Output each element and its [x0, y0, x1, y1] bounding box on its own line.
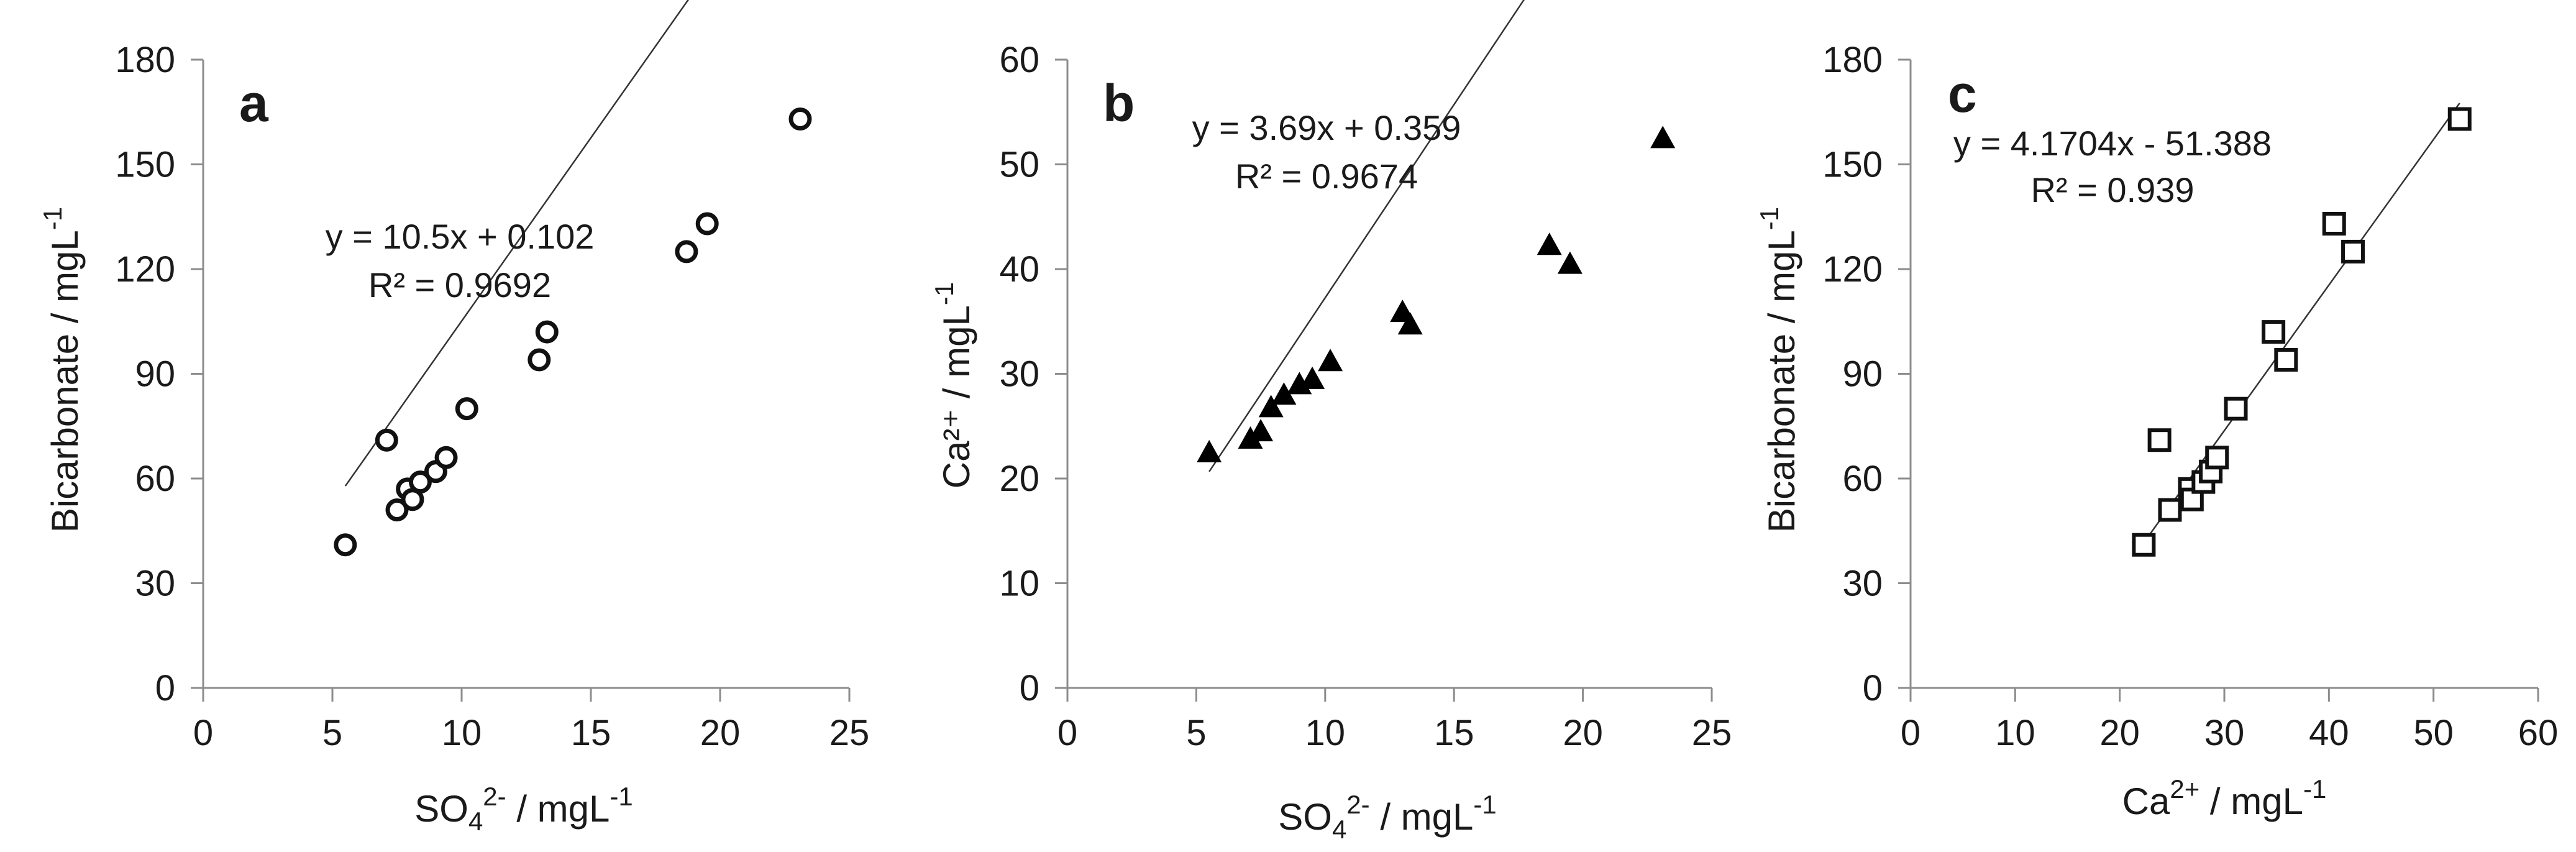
panel-c-label: c: [1948, 65, 1977, 123]
panel-a-x-tick-label: 10: [442, 713, 482, 753]
panel-a-y-tick-label: 60: [135, 459, 175, 499]
panel-b-y-tick-label: 20: [999, 459, 1039, 499]
panel-b-trendline: [1208, 0, 1525, 472]
panel-a-y-tick-label: 120: [115, 249, 175, 290]
panel-b-y-tick-label: 40: [999, 249, 1039, 290]
panel-c-data-point: [2224, 396, 2248, 421]
panel-c-marks: 0 10 20 30 40 50 60 0 30 60 90 120 150 180: [1822, 40, 2558, 753]
panel-c-data-point: [2158, 498, 2182, 522]
panel-c-data-point: [2274, 348, 2298, 372]
panel-c-data-point: [2205, 446, 2229, 470]
panel-b-data-point: [1248, 419, 1274, 442]
panel-c-data-point: [2341, 239, 2365, 263]
panel-c-x-tick-label: 10: [1995, 713, 2035, 753]
panel-a-data-point: [455, 397, 478, 421]
panel-a-label: a: [239, 74, 269, 132]
panel-a-trendline: [344, 0, 689, 487]
panel-b-data-point: [1650, 126, 1676, 149]
panel-a-equation: y = 10.5x + 0.102: [326, 217, 595, 256]
panel-a-xlabel: SO42- / mgL-1: [414, 782, 633, 836]
panel-a-data-point: [528, 348, 551, 372]
panel-a-data-point: [695, 212, 719, 236]
panel-b-data-point: [1397, 312, 1423, 335]
panel-a-y-tick-label: 30: [135, 564, 175, 604]
panel-b-x-tick-label: 10: [1305, 713, 1346, 753]
panel-c-y-tick-label: 180: [1822, 40, 1883, 80]
panel-b-x-tick-label: 5: [1186, 713, 1206, 753]
panel-c-y-tick-label: 120: [1822, 249, 1883, 290]
panel-a-x-tick-label: 0: [193, 713, 213, 753]
panel-b-data-point: [1238, 426, 1263, 449]
panel-b-x-tick-label: 25: [1692, 713, 1732, 753]
panel-b-data-point: [1258, 395, 1284, 418]
panel-b-data-point: [1318, 349, 1343, 372]
panel-a-marks: 0 5 10 15 20 25 0 30 60 90 120 150 180: [115, 0, 869, 753]
panel-c-data-point: [2322, 211, 2346, 236]
panel-b: 0 5 10 15 20 25 0 10 20 30 40 50 60 b y = 3.69x + 0.…: [929, 0, 1732, 844]
panel-a-r2: R² = 0.9692: [368, 265, 551, 305]
panel-a: 0 5 10 15 20 25 0 30 60 90 120 150 180 a y = 10.5x +…: [38, 0, 869, 836]
panel-a-data-point: [385, 498, 409, 522]
panel-a-x-tick-label: 5: [322, 713, 342, 753]
panel-a-data-point: [535, 320, 559, 344]
panel-c-y-tick-label: 0: [1863, 668, 1883, 708]
panel-b-y-tick-label: 60: [999, 40, 1039, 80]
panel-a-data-point: [334, 533, 357, 557]
panel-c-ylabel: Bicarbonate / mgL-1: [1755, 207, 1802, 533]
panel-c-x-tick-label: 20: [2099, 713, 2140, 753]
panel-b-ylabel: Ca²⁺ / mgL-1: [929, 282, 977, 488]
panel-b-x-tick-label: 20: [1563, 713, 1603, 753]
panel-c-x-tick-label: 50: [2413, 713, 2454, 753]
panel-b-y-tick-label: 10: [999, 564, 1039, 604]
panel-c-x-tick-label: 40: [2309, 713, 2349, 753]
panel-a-x-tick-label: 15: [571, 713, 611, 753]
panel-b-y-tick-label: 30: [999, 354, 1039, 395]
panel-c-x-tick-label: 0: [1901, 713, 1921, 753]
panel-b-label: b: [1103, 74, 1135, 132]
panel-b-data-point: [1300, 366, 1325, 389]
panel-a-x-tick-label: 25: [829, 713, 870, 753]
panel-a-x-tick-label: 20: [700, 713, 741, 753]
panel-a-data-point: [375, 428, 398, 452]
panel-c-y-tick-label: 90: [1842, 354, 1883, 395]
panel-b-y-tick-label: 0: [1020, 668, 1039, 708]
panel-c-data-point: [2447, 107, 2472, 131]
panel-c-trendline: [2143, 103, 2460, 544]
panel-b-y-tick-label: 50: [999, 145, 1039, 185]
panel-c-y-tick-label: 60: [1842, 459, 1883, 499]
panel-c-x-tick-label: 60: [2518, 713, 2559, 753]
panel-b-marks: 0 5 10 15 20 25 0 10 20 30 40 50 60: [999, 0, 1732, 753]
panel-c-r2: R² = 0.939: [2030, 170, 2194, 209]
panel-a-ylabel: Bicarbonate / mgL-1: [38, 207, 86, 533]
panel-b-data-point: [1557, 251, 1583, 274]
panel-c-x-tick-label: 30: [2204, 713, 2245, 753]
panel-a-data-point: [788, 107, 812, 131]
panel-b-x-tick-label: 0: [1057, 713, 1077, 753]
panel-c-data-point: [2262, 320, 2286, 344]
panel-b-data-point: [1197, 439, 1222, 462]
panel-c-y-tick-label: 150: [1822, 145, 1883, 185]
panel-b-data-point: [1537, 232, 1562, 255]
panel-a-y-tick-label: 150: [115, 145, 175, 185]
panel-a-data-point: [408, 470, 432, 494]
panel-b-equation: y = 3.69x + 0.359: [1192, 108, 1461, 147]
panel-b-r2: R² = 0.9674: [1235, 157, 1418, 196]
panel-c-xlabel: Ca2+ / mgL-1: [2122, 774, 2327, 822]
panel-c-data-point: [2147, 428, 2172, 452]
panel-c-equation: y = 4.1704x - 51.388: [1953, 124, 2272, 163]
panel-c-y-tick-label: 30: [1842, 564, 1883, 604]
panel-a-y-tick-label: 0: [155, 668, 175, 708]
panel-b-xlabel: SO42- / mgL-1: [1278, 790, 1497, 844]
panel-a-y-tick-label: 90: [135, 354, 175, 395]
panel-a-data-point: [434, 446, 458, 469]
panel-b-data-point: [1271, 382, 1297, 405]
panel-c-data-point: [2180, 487, 2204, 511]
panel-b-x-tick-label: 15: [1434, 713, 1474, 753]
panel-a-y-tick-label: 180: [115, 40, 175, 80]
panel-c: 0 10 20 30 40 50 60 0 30 60 90 120 150 180 c y = 4.17…: [1755, 40, 2558, 822]
panel-a-data-point: [675, 240, 698, 263]
panel-c-data-point: [2132, 533, 2156, 557]
